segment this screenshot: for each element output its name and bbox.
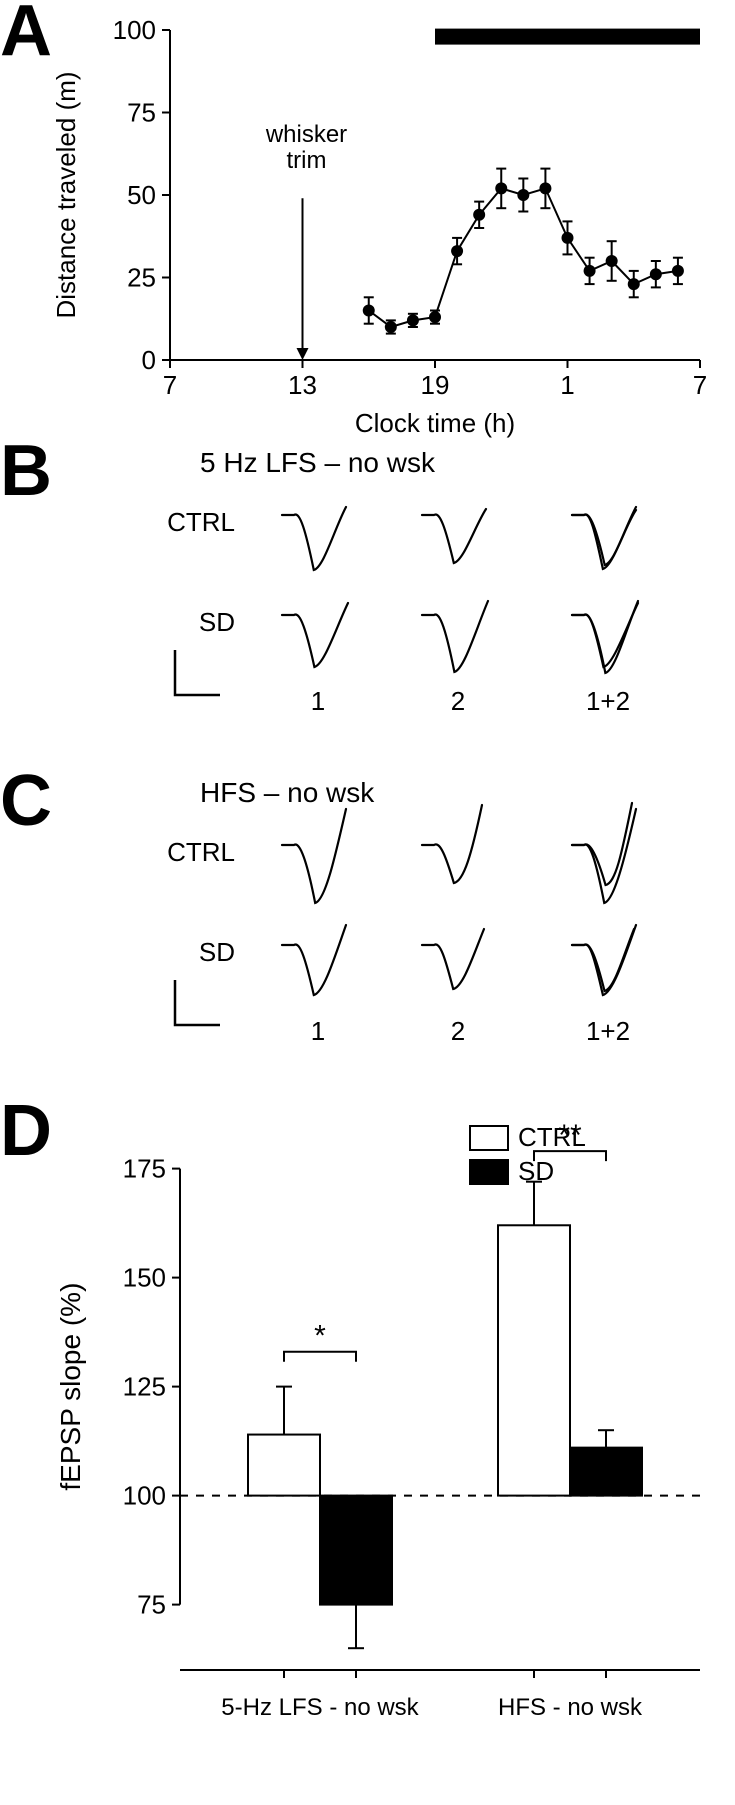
ytick-label: 100 — [113, 15, 156, 45]
sig-label: * — [314, 1320, 326, 1353]
xtick-label: 7 — [163, 370, 177, 400]
series-marker — [672, 265, 684, 277]
bar — [570, 1448, 642, 1496]
ytick-label: 75 — [127, 98, 156, 128]
ytick-label: 25 — [127, 263, 156, 293]
series-marker — [451, 245, 463, 257]
trace-path — [572, 601, 638, 673]
panel-d-letter: D — [0, 1090, 52, 1172]
legend-label: CTRL — [518, 1122, 586, 1152]
legend-swatch — [470, 1126, 508, 1150]
trace-path — [422, 509, 486, 563]
dark-phase-bar — [435, 29, 700, 45]
xtick-label: 19 — [421, 370, 450, 400]
ytick-label: 175 — [123, 1154, 166, 1184]
group-label: 5-Hz LFS - no wsk — [221, 1694, 419, 1721]
y-axis-label: fEPSP slope (%) — [55, 1283, 86, 1491]
ytick-label: 125 — [123, 1372, 166, 1402]
series-marker — [363, 305, 375, 317]
series-marker — [584, 265, 596, 277]
trace-title: HFS – no wsk — [200, 777, 375, 808]
trace-path — [282, 603, 348, 667]
series-marker — [562, 232, 574, 244]
group-label: HFS - no wsk — [498, 1694, 643, 1721]
trace-path — [422, 929, 484, 989]
scale-bar — [175, 980, 220, 1025]
trace-path — [422, 601, 488, 672]
trace-row-label: CTRL — [167, 837, 235, 867]
panel-c-letter: C — [0, 760, 52, 842]
trace-col-label: 1+2 — [586, 686, 630, 716]
trace-path — [422, 805, 482, 883]
scale-bar — [175, 650, 220, 695]
annotation-text: whisker — [265, 121, 347, 148]
annotation-arrowhead — [297, 348, 309, 360]
trace-row-label: CTRL — [167, 507, 235, 537]
trace-path — [572, 809, 636, 903]
trace-col-label: 1 — [311, 686, 325, 716]
trace-path — [572, 510, 636, 565]
series-marker — [517, 189, 529, 201]
bar — [320, 1496, 392, 1605]
x-axis-label: Clock time (h) — [355, 408, 515, 438]
ytick-label: 150 — [123, 1263, 166, 1293]
ytick-label: 100 — [123, 1481, 166, 1511]
trace-title: 5 Hz LFS – no wsk — [200, 447, 436, 478]
panel-b-letter: B — [0, 430, 52, 512]
panel-a: A 0 25 50 75 100 7 13 19 1 7 Clock time (h) Distanc… — [0, 0, 735, 440]
trace-path — [572, 803, 632, 885]
panel-d: D 75100125150175fEPSP slope (%)5-Hz LFS … — [0, 1100, 735, 1800]
trace-row-label: SD — [199, 937, 235, 967]
legend-label: SD — [518, 1156, 554, 1186]
panel-c: C HFS – no wskCTRLSD121+2 — [0, 770, 735, 1100]
panel-a-plot: 0 25 50 75 100 7 13 19 1 7 Clock time (h) Distance … — [0, 0, 735, 440]
xtick-label: 1 — [560, 370, 574, 400]
trace-col-label: 1+2 — [586, 1016, 630, 1046]
trace-path — [282, 809, 346, 903]
panel-d-bars: 75 100 125 150 175 fEPSP slope (%) 5-Hz LFS - … — [0, 1100, 735, 1800]
ytick-label: 75 — [137, 1590, 166, 1620]
panel-c-traces: HFS – no wsk CTRL SD 1 2 1+2 — [0, 770, 735, 1100]
panel-b: B 5 Hz LFS – no wskCTRLSD121+2 — [0, 440, 735, 770]
trace-path — [282, 925, 346, 995]
bar — [248, 1435, 320, 1496]
bar — [498, 1225, 570, 1495]
sig-bracket — [284, 1352, 356, 1362]
series-marker — [429, 311, 441, 323]
trace-row-label: SD — [199, 607, 235, 637]
annotation-text: trim — [287, 147, 327, 174]
series-marker — [495, 182, 507, 194]
trace-col-label: 2 — [451, 686, 465, 716]
ytick-label: 0 — [142, 345, 156, 375]
series-marker — [473, 209, 485, 221]
panel-a-letter: A — [0, 0, 52, 72]
ytick-label: 50 — [127, 180, 156, 210]
trace-col-label: 2 — [451, 1016, 465, 1046]
series-marker — [628, 278, 640, 290]
xtick-label: 13 — [288, 370, 317, 400]
series-marker — [650, 268, 662, 280]
series-marker — [407, 314, 419, 326]
legend-swatch — [470, 1160, 508, 1184]
trace-col-label: 1 — [311, 1016, 325, 1046]
trace-path — [572, 929, 634, 991]
series-marker — [606, 255, 618, 267]
series-marker — [539, 182, 551, 194]
xtick-label: 7 — [693, 370, 707, 400]
trace-path — [572, 603, 638, 667]
panel-b-traces: 5 Hz LFS – no wsk CTRL SD 1 2 1+2 — [0, 440, 735, 770]
figure-root: A 0 25 50 75 100 7 13 19 1 7 Clock time (h) Distanc… — [0, 0, 735, 1800]
trace-path — [282, 507, 346, 570]
y-axis-label: Distance traveled (m) — [51, 71, 81, 318]
series-marker — [385, 321, 397, 333]
